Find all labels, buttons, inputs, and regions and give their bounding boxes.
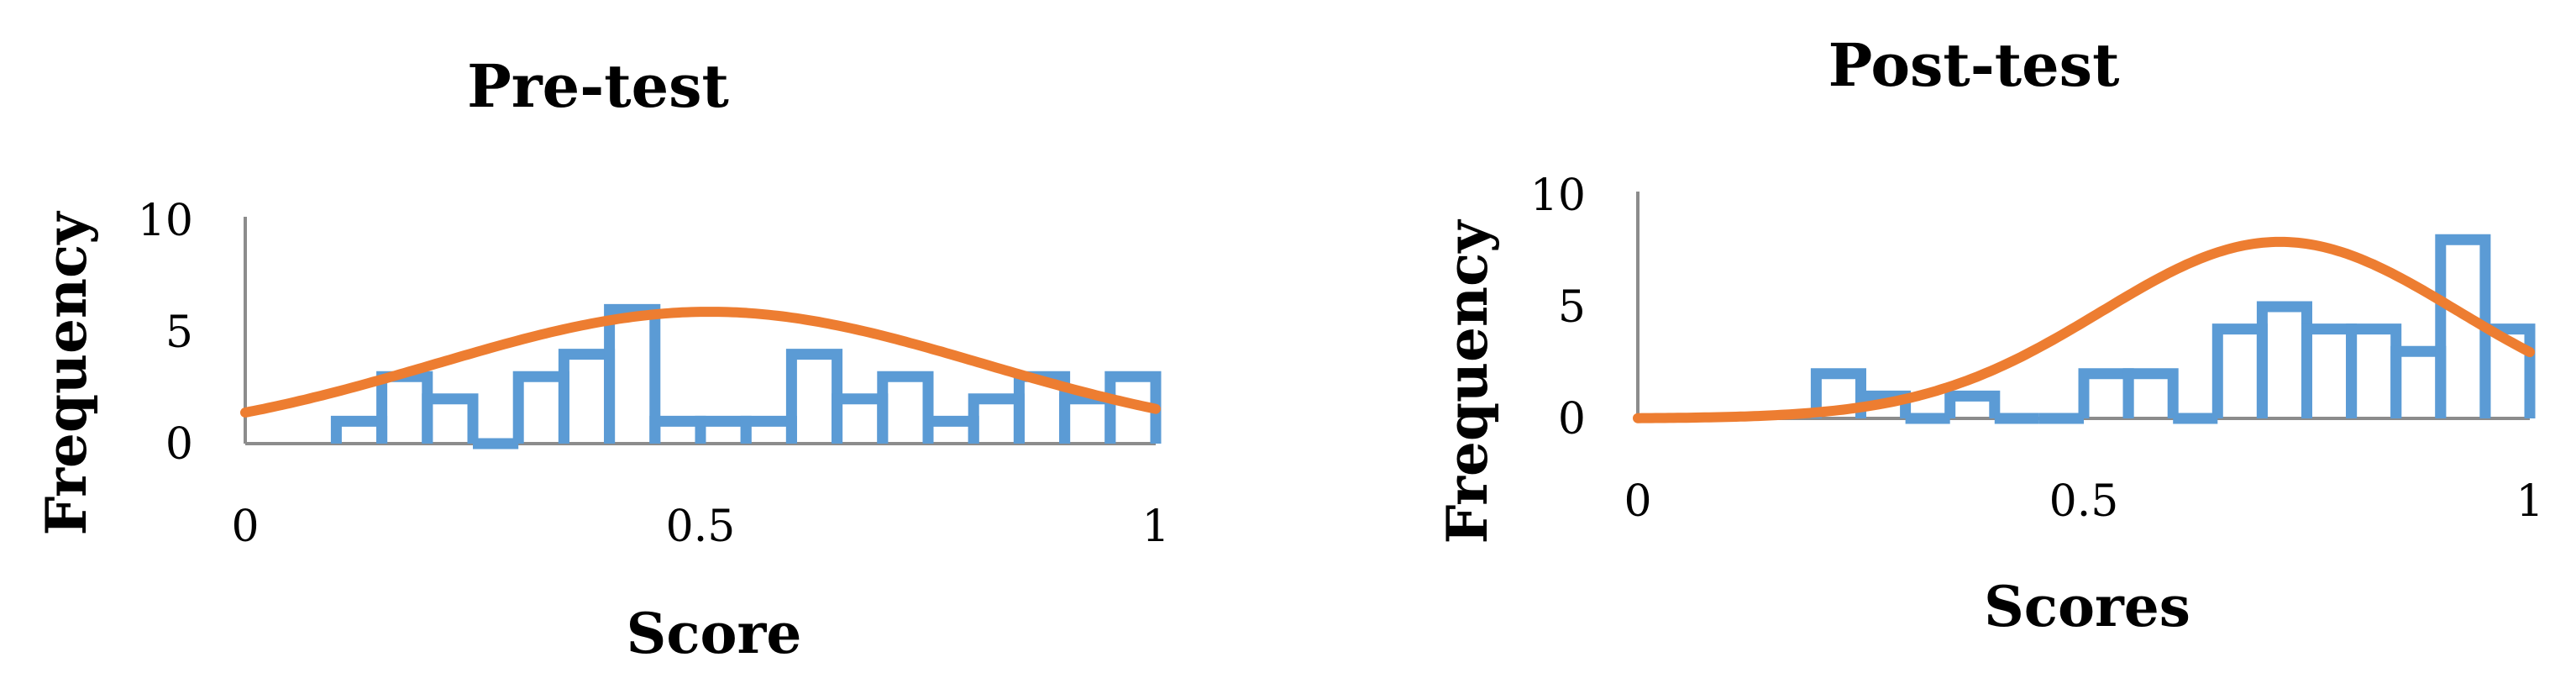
posttest-histogram-bar: [2256, 301, 2312, 418]
pretest-xlabel: Score: [627, 601, 802, 666]
pretest-histogram-bar: [832, 393, 889, 444]
posttest-histogram-bar: [2122, 368, 2179, 418]
posttest-histogram-bar: [2479, 323, 2536, 418]
posttest-x-tick-label: 0.5: [2049, 476, 2119, 527]
pretest-histogram-bar: [1059, 393, 1116, 444]
pretest-y-tick-label: 0: [165, 419, 193, 470]
pretest-histogram-bar: [604, 303, 661, 444]
posttest-normal-curve: [1633, 236, 2535, 423]
pretest-histogram-bar: [422, 393, 479, 444]
posttest-histogram-bar: [2301, 323, 2358, 418]
pretest-histogram-bar: [695, 415, 752, 444]
posttest-histogram-bar: [2390, 345, 2447, 418]
pretest-x-tick-label: 1: [1141, 502, 1169, 552]
posttest-marks: [1633, 234, 2536, 424]
posttest-title: Post-test: [1828, 30, 2120, 100]
pretest-histogram-bar: [968, 393, 1025, 444]
pretest-x-tick-label: 0.5: [666, 502, 736, 552]
posttest-y-tick-label: 0: [1558, 394, 1586, 444]
pretest-normal-curve: [240, 307, 1161, 418]
pretest-histogram-bar: [740, 415, 797, 444]
pretest-ticks: 0 5 10 0 0.5 1: [138, 196, 1170, 552]
pretest-histogram-bar: [922, 415, 979, 444]
pretest-y-tick-label: 10: [138, 196, 193, 246]
pretest-title: Pre-test: [467, 51, 729, 121]
pretest-histogram-bar: [877, 371, 934, 444]
pretest-histogram-bar: [558, 349, 616, 444]
pretest-histogram-bar: [512, 371, 569, 444]
posttest-ylabel: Frequency: [1435, 219, 1500, 544]
posttest-histogram-bar: [1944, 390, 2001, 418]
pretest-histogram-bar: [649, 415, 706, 444]
pretest-chart: Pre-test Frequency Score 0 5 10 0 0.5 1: [34, 51, 1170, 666]
pretest-ylabel: Frequency: [34, 211, 99, 536]
pretest-y-tick-label: 5: [165, 308, 193, 358]
posttest-histogram-bar: [2346, 323, 2402, 418]
pretest-x-tick-label: 0: [231, 502, 259, 552]
pretest-histogram-bar: [330, 415, 388, 444]
pretest-marks: [240, 303, 1162, 450]
posttest-x-tick-label: 1: [2516, 476, 2543, 527]
posttest-histogram-bar: [2211, 323, 2268, 418]
posttest-histogram-bar: [2078, 368, 2134, 418]
posttest-chart: Post-test Frequency Scores 0 5 10 0 0.5 1: [1435, 30, 2544, 639]
posttest-y-tick-label: 5: [1558, 282, 1586, 333]
posttest-xlabel: Scores: [1984, 574, 2190, 639]
pretest-histogram-bar: [376, 371, 433, 444]
posttest-y-tick-label: 10: [1530, 171, 1586, 221]
pretest-histogram-bar: [785, 349, 843, 444]
posttest-x-tick-label: 0: [1624, 476, 1651, 527]
